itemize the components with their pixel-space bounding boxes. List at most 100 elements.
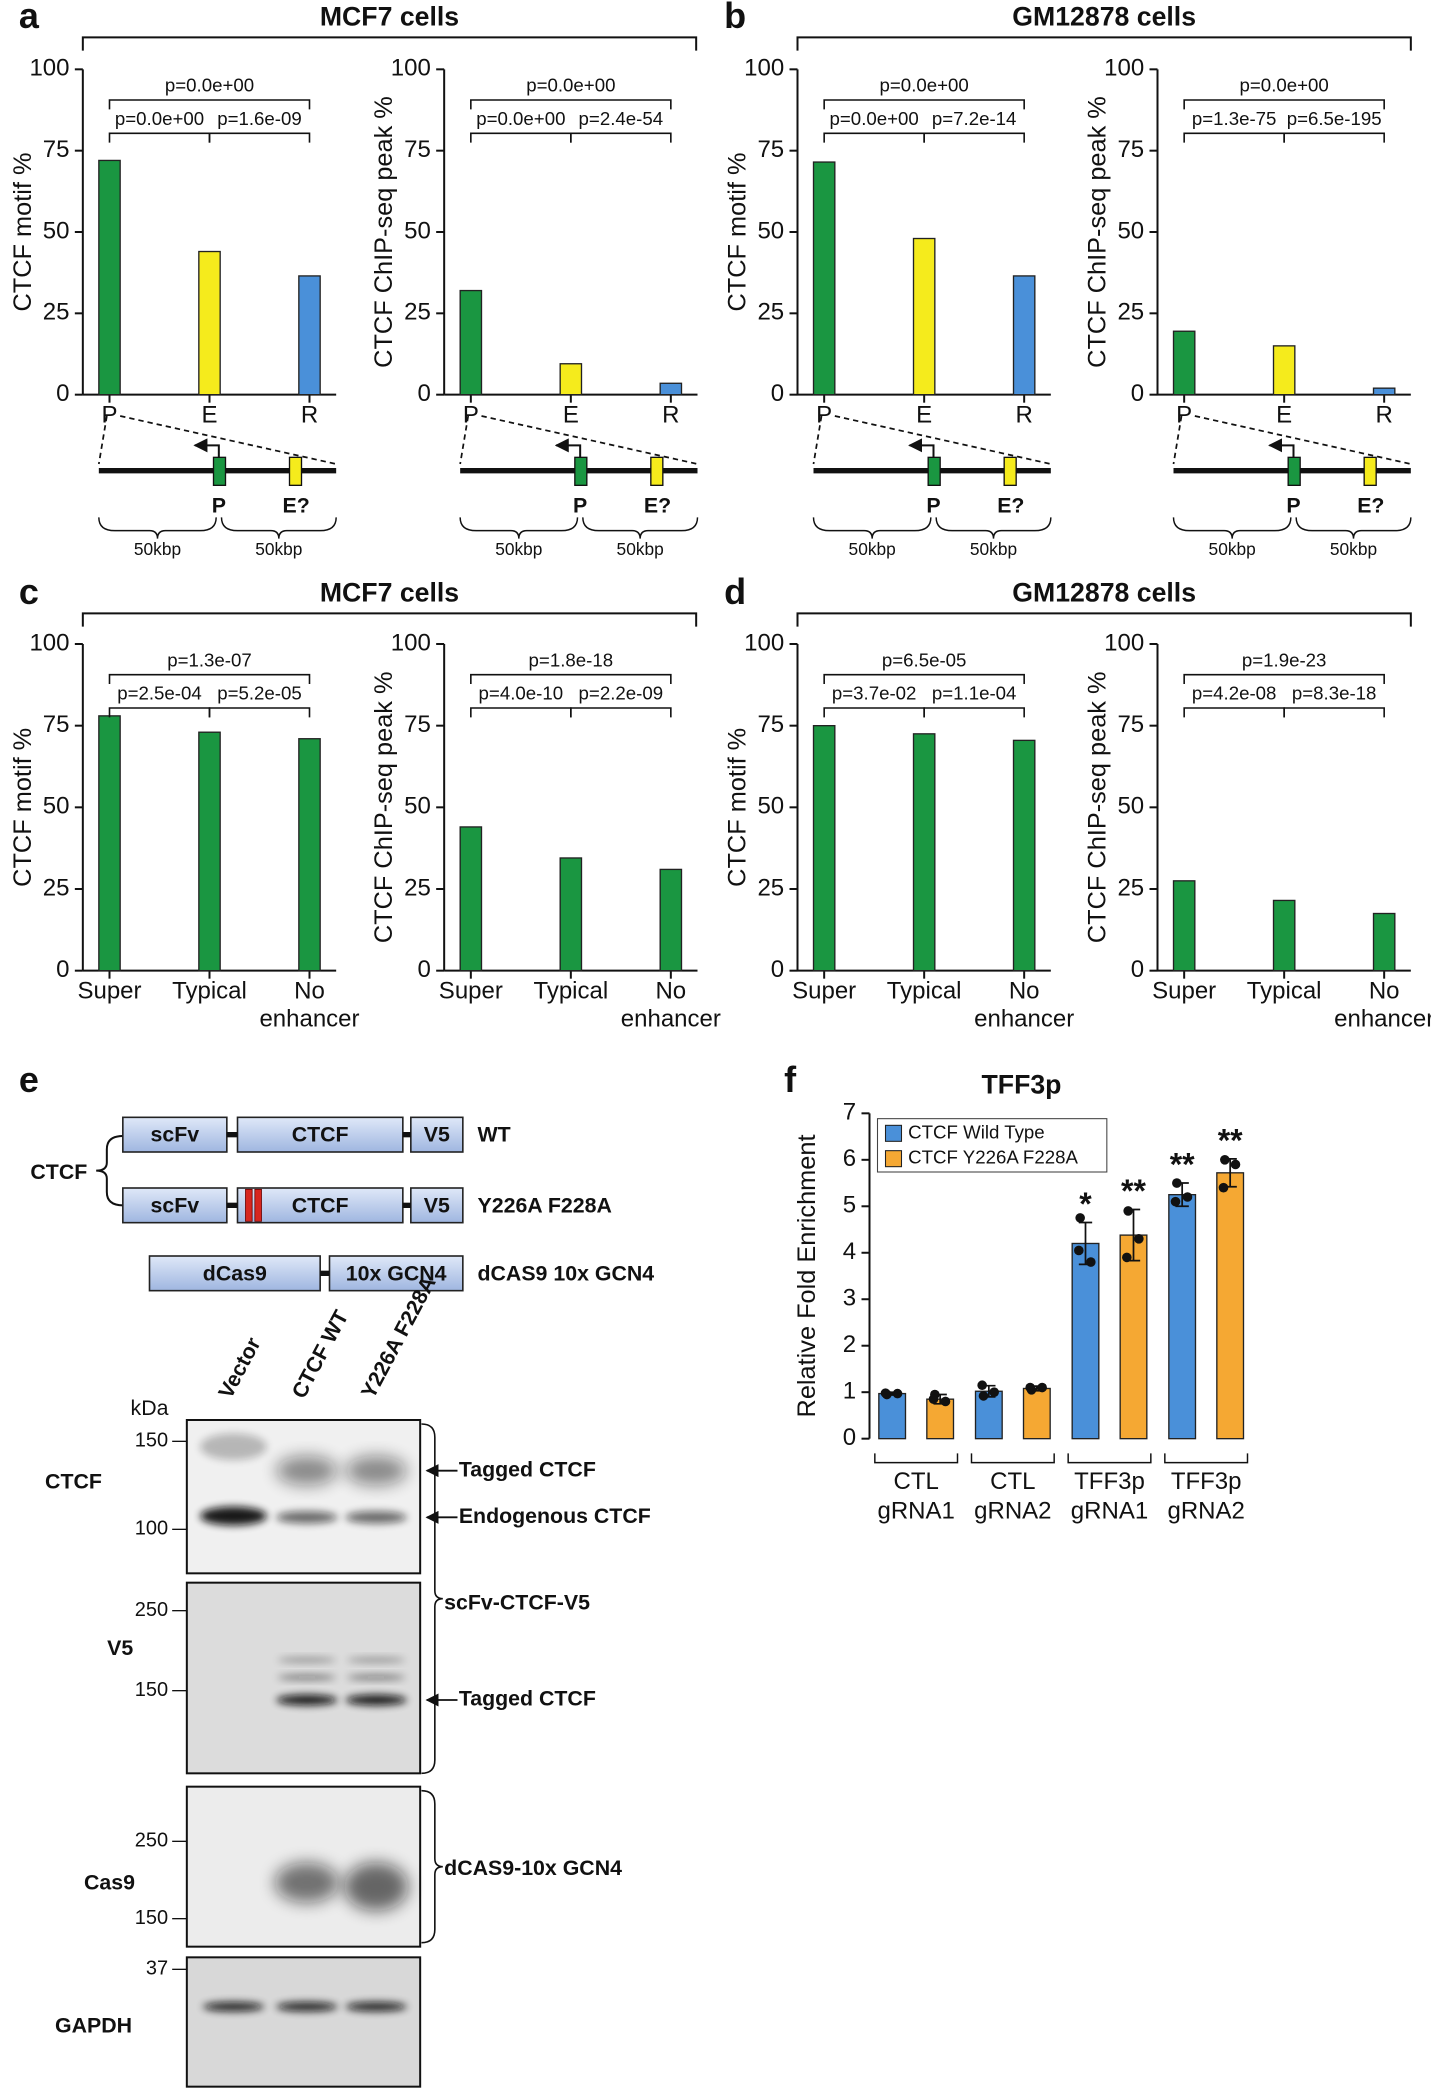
p-value: p=1.1e-04 <box>932 683 1017 704</box>
distance-label: 50kbp <box>495 539 542 559</box>
significance-mark: ** <box>1170 1147 1195 1183</box>
x-tick-label: CTL <box>893 1468 938 1495</box>
blot-brace <box>421 1423 443 1775</box>
bar <box>198 731 221 972</box>
group-title: GM12878 cells <box>1012 2 1196 32</box>
construct-name: Y226A F228A <box>478 1193 612 1217</box>
blot-band <box>345 1694 407 1706</box>
x-tick-label: R <box>662 401 679 428</box>
significance-bracket <box>1183 673 1385 684</box>
distance-label: 50kbp <box>617 539 664 559</box>
p-value: p=1.3e-07 <box>167 649 252 670</box>
x-tick-label: gRNA2 <box>974 1497 1051 1524</box>
y-tick-label: 0 <box>771 380 784 407</box>
x-tick-label: Super <box>792 977 856 1004</box>
promoter-box <box>927 456 941 486</box>
bar <box>1012 739 1036 972</box>
blot-annotation: dCAS9-10x GCN4 <box>444 1856 622 1880</box>
significance-bracket <box>570 132 672 143</box>
data-point <box>1025 1382 1035 1393</box>
x-tick-label: TFF3p <box>1074 1468 1145 1495</box>
bar <box>298 738 321 972</box>
zoom-line <box>459 415 470 465</box>
blot-band <box>200 1506 267 1526</box>
zoom-line <box>97 415 108 465</box>
y-tick-label: 5 <box>843 1192 856 1219</box>
bar <box>812 725 836 972</box>
blot-annotation: Tagged CTCF <box>459 1457 596 1481</box>
blot-band <box>200 1433 267 1460</box>
data-point <box>1220 1155 1230 1165</box>
domain-label: 10x GCN4 <box>346 1261 447 1285</box>
promoter-box <box>574 456 588 486</box>
lane-label: Vector <box>214 1333 266 1402</box>
y-axis-label: Relative Fold Enrichment <box>793 1135 821 1418</box>
y-tick-label: 50 <box>1117 793 1144 820</box>
x-tick-label: P <box>101 401 117 428</box>
y-tick-label: 0 <box>417 956 430 983</box>
x-tick-label: R <box>1375 401 1392 428</box>
significance-bracket <box>823 99 1025 110</box>
y-tick-label: 4 <box>843 1238 856 1265</box>
x-tick-label: Typical <box>1247 977 1322 1004</box>
blot-band <box>344 1862 409 1911</box>
y-tick-label: 75 <box>757 711 784 738</box>
distance-label: 50kbp <box>1330 539 1377 559</box>
mw-marker: 250 <box>135 1599 168 1621</box>
chart-title: TFF3p <box>982 1070 1062 1100</box>
p-value: p=5.2e-05 <box>217 683 302 704</box>
bar <box>812 161 836 396</box>
blot-label: Cas9 <box>84 1871 135 1895</box>
significance-bracket <box>108 707 211 718</box>
p-value: p=3.7e-02 <box>832 683 917 704</box>
x-tick-label: enhancer <box>621 1005 721 1032</box>
mw-marker: 37 <box>146 1958 168 1980</box>
y-tick-label: 0 <box>1131 956 1144 983</box>
enhancer-box <box>288 456 303 486</box>
blot-band <box>346 1674 406 1680</box>
y-tick-label: 50 <box>757 793 784 820</box>
distance-brace <box>812 517 932 539</box>
blot-band <box>276 1694 338 1706</box>
y-tick-label: 6 <box>843 1145 856 1172</box>
y-tick-label: 50 <box>404 793 431 820</box>
x-tick-label: enhancer <box>974 1005 1074 1032</box>
y-axis-label: CTCF motif % <box>9 152 37 311</box>
blot-label: GAPDH <box>55 2013 132 2037</box>
bar <box>1216 1172 1245 1440</box>
data-point <box>1182 1192 1193 1202</box>
x-tick-label: R <box>301 401 318 428</box>
domain-label: scFv <box>151 1193 200 1217</box>
bar <box>912 733 936 972</box>
mw-unit: kDa <box>131 1396 169 1420</box>
y-tick-label: 100 <box>29 55 69 82</box>
significance-bracket <box>1283 707 1385 718</box>
y-axis-label: CTCF ChIP-seq peak % <box>370 96 398 368</box>
y-tick-label: 100 <box>1104 55 1144 82</box>
linker <box>226 1132 238 1138</box>
p-value: p=2.2e-09 <box>579 683 664 704</box>
legend-box <box>876 1118 1108 1173</box>
bar <box>878 1392 907 1440</box>
y-axis-label: CTCF motif % <box>724 152 752 311</box>
blot-band <box>276 1456 338 1486</box>
legend-swatch <box>884 1150 903 1168</box>
distance-label: 50kbp <box>970 539 1017 559</box>
mw-marker: 150 <box>135 1430 168 1452</box>
data-point <box>1134 1234 1144 1244</box>
y-tick-label: 50 <box>43 793 70 820</box>
x-tick-label: E <box>201 401 217 428</box>
y-tick-label: 100 <box>744 629 784 656</box>
blot-band <box>346 1657 406 1663</box>
significance-bracket <box>923 707 1025 718</box>
x-tick-label: Super <box>77 977 141 1004</box>
bar <box>1119 1234 1148 1440</box>
domain-label: CTCF <box>292 1193 349 1217</box>
blot-annotation: scFv-CTCF-V5 <box>444 1591 590 1615</box>
blot-label: V5 <box>107 1636 133 1660</box>
category-bracket <box>970 1453 1055 1464</box>
bar <box>659 382 683 396</box>
x-tick-label: E <box>916 401 932 428</box>
p-value: p=0.0e+00 <box>830 108 919 129</box>
y-tick-label: 100 <box>744 55 784 82</box>
